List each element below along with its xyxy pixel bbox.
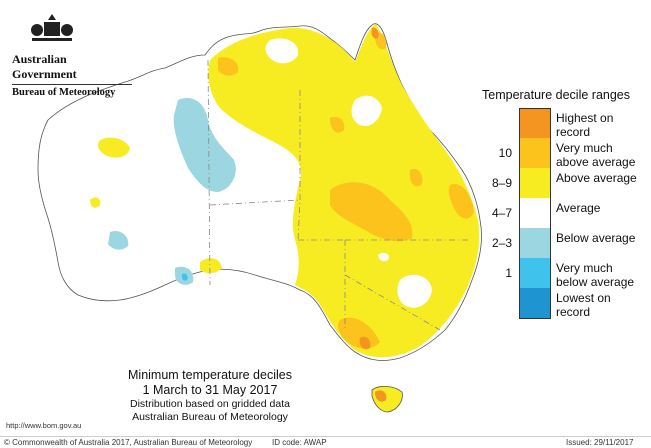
highest-on-record-qld [371, 27, 379, 39]
bureau-title: Bureau of Meteorology [12, 84, 132, 98]
caption-source: Australian Bureau of Meteorology [132, 411, 288, 423]
above-average-south-patch [200, 258, 222, 274]
id-code: ID code: AWAP [272, 438, 327, 447]
issued-date: Issued: 29/11/2017 [566, 438, 634, 447]
tasmania-very-much-above [375, 390, 387, 402]
government-title: Australian Government [12, 52, 77, 81]
decile-map [31, 14, 482, 413]
legend-label: Average [556, 201, 601, 215]
legend-key: 8–9 [491, 176, 512, 190]
map-caption: Minimum temperature deciles 1 March to 3… [110, 368, 310, 424]
legend-label: Very much above average [556, 141, 636, 169]
legend-label: Lowest on record [556, 291, 611, 319]
above-average-west-patch [97, 137, 130, 158]
legend-label: Above average [556, 171, 637, 185]
very-much-above-gulf [330, 116, 345, 133]
legend-key: 4–7 [491, 206, 512, 220]
above-average-nw-patch [90, 197, 101, 208]
average-se-patch [397, 274, 432, 308]
legend-label: Very much below average [556, 261, 635, 289]
below-average-wa-west [108, 230, 129, 250]
bom-url[interactable]: http://www.bom.gov.au [6, 421, 82, 430]
highest-on-record-nsw [359, 336, 371, 350]
very-much-above-east [448, 184, 474, 219]
state-borders [207, 59, 470, 331]
very-much-below-wa-south [181, 273, 188, 281]
average-cape-patch [351, 95, 382, 127]
legend-swatch [519, 258, 551, 289]
caption-title: Minimum temperature deciles [128, 368, 292, 382]
legend-key: 2–3 [491, 236, 512, 250]
legend-key: 10 [498, 146, 512, 160]
coat-of-arms-icon [31, 14, 73, 41]
legend-swatch [519, 138, 551, 169]
caption-note: Distribution based on gridded data [130, 398, 290, 410]
very-much-above-qld [330, 182, 413, 242]
legend-swatch [519, 168, 551, 199]
legend-swatch [519, 198, 551, 229]
caption-period: 1 March to 31 May 2017 [142, 383, 278, 397]
legend-swatch [519, 288, 551, 319]
legend-label: Highest on record [556, 111, 614, 139]
very-much-above-nw [218, 57, 239, 76]
government-branding: Australian Government Bureau of Meteorol… [12, 10, 132, 98]
copyright-text: © Commonwealth of Australia 2017, Austra… [4, 438, 253, 447]
legend-swatch [519, 228, 551, 259]
very-much-above-ne [409, 168, 423, 187]
average-top-end-patch [265, 38, 299, 64]
legend-swatch [519, 108, 551, 140]
legend-label: Below average [556, 231, 636, 245]
map-frame: Australian Government Bureau of Meteorol… [0, 10, 651, 437]
tasmania [371, 386, 403, 413]
legend-key: 1 [505, 266, 512, 280]
below-average-wa-interior [173, 98, 236, 192]
legend-title: Temperature decile ranges [482, 88, 630, 102]
average-nsw-patch [378, 252, 390, 262]
